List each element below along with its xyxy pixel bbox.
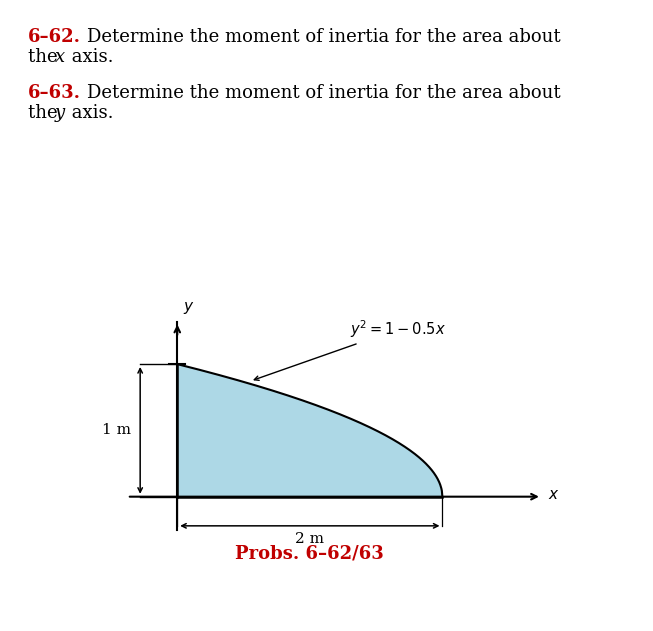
Text: x: x bbox=[55, 48, 65, 66]
Text: 2 m: 2 m bbox=[295, 533, 325, 546]
Text: Determine the moment of inertia for the area about: Determine the moment of inertia for the … bbox=[87, 84, 561, 102]
Text: 6–63.: 6–63. bbox=[28, 84, 81, 102]
Text: Probs. 6–62/63: Probs. 6–62/63 bbox=[236, 545, 384, 562]
Text: Determine the moment of inertia for the area about: Determine the moment of inertia for the … bbox=[87, 28, 561, 46]
Text: axis.: axis. bbox=[66, 48, 114, 66]
Text: y: y bbox=[55, 104, 65, 122]
Text: $y^2 = 1 - 0.5x$: $y^2 = 1 - 0.5x$ bbox=[254, 319, 445, 380]
Text: $x$: $x$ bbox=[549, 488, 560, 502]
Text: $y$: $y$ bbox=[183, 300, 194, 316]
Text: 1 m: 1 m bbox=[102, 423, 131, 437]
Text: 6–62.: 6–62. bbox=[28, 28, 81, 46]
Text: the: the bbox=[28, 48, 63, 66]
Polygon shape bbox=[177, 364, 442, 497]
Text: axis.: axis. bbox=[66, 104, 114, 122]
Text: the: the bbox=[28, 104, 63, 122]
